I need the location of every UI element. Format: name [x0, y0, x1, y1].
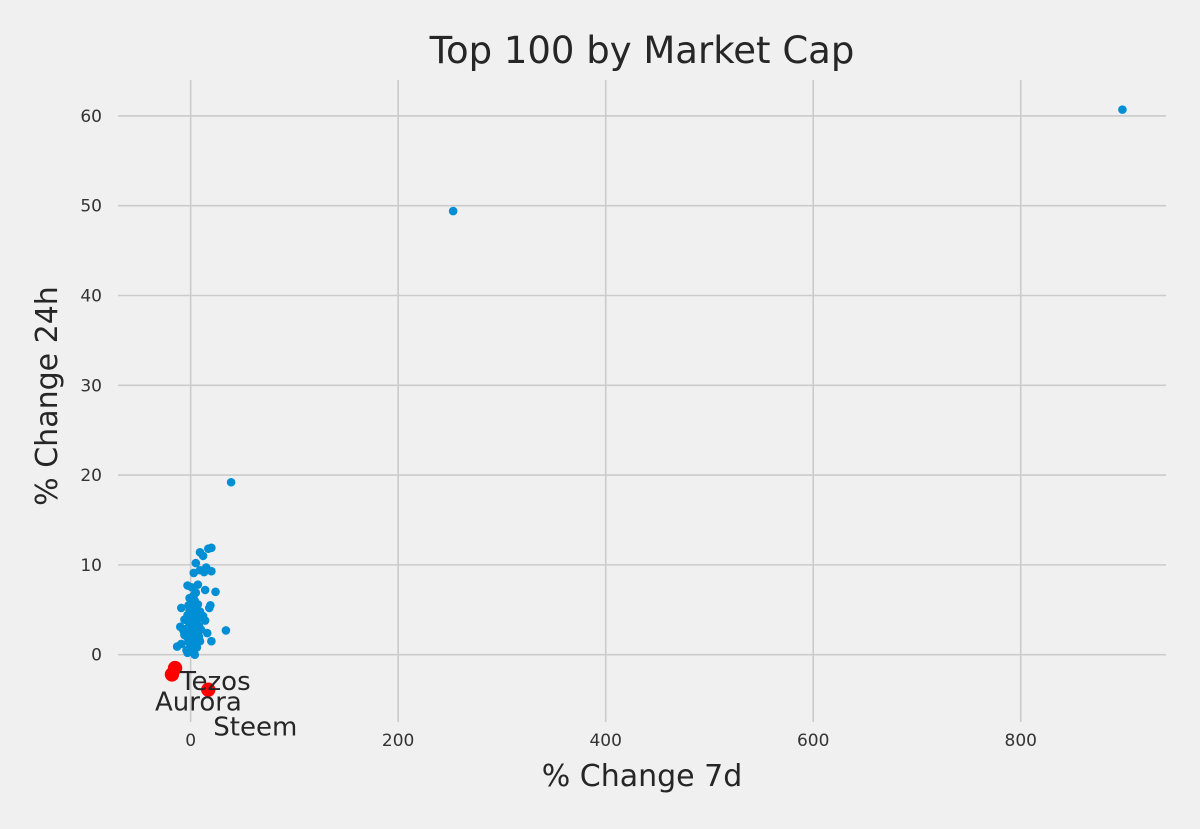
annotation-label: Aurora — [155, 687, 242, 717]
data-point — [211, 587, 220, 597]
y-tick-label: 40 — [80, 286, 102, 306]
data-point — [200, 585, 210, 595]
highlighted-points — [164, 660, 216, 697]
x-tick-label: 400 — [589, 731, 621, 751]
x-tick-label: 800 — [1005, 731, 1037, 751]
y-tick-label: 20 — [80, 466, 102, 486]
y-tick-label: 50 — [80, 197, 102, 217]
y-tick-label: 10 — [80, 556, 102, 576]
x-tick-label: 0 — [185, 731, 196, 751]
data-point — [203, 544, 213, 554]
data-point — [189, 568, 199, 578]
highlighted-point — [201, 682, 216, 697]
data-point — [191, 630, 201, 640]
grid — [118, 80, 1166, 722]
y-tick-label: 30 — [80, 376, 102, 396]
annotation-label: Steem — [213, 713, 297, 743]
data-point — [207, 636, 216, 646]
y-tick-label: 60 — [80, 107, 102, 127]
tick-labels: 0 200 400 600 800 0 10 20 30 40 50 60 — [80, 107, 1037, 751]
chart-title: Top 100 by Market Cap — [429, 29, 855, 72]
annotation-label: Tezos — [179, 667, 251, 697]
data-point — [190, 650, 200, 659]
data-points — [172, 105, 1127, 659]
data-point — [172, 642, 182, 651]
x-tick-label: 200 — [382, 731, 414, 751]
data-point — [183, 648, 192, 658]
data-point — [184, 617, 193, 626]
data-point — [221, 626, 231, 635]
data-point — [187, 604, 196, 614]
data-point — [198, 551, 208, 561]
data-point — [199, 567, 209, 577]
data-point — [200, 616, 210, 625]
x-tick-label: 600 — [797, 731, 829, 751]
data-point — [207, 566, 216, 576]
data-point — [202, 628, 212, 638]
data-point — [205, 603, 214, 613]
data-point — [1118, 105, 1127, 114]
data-point — [448, 206, 458, 216]
data-point — [176, 603, 186, 613]
y-tick-label: 0 — [91, 646, 102, 666]
x-axis-label: % Change 7d — [542, 759, 743, 794]
data-point — [191, 558, 201, 568]
y-axis-label: % Change 24h — [30, 286, 65, 506]
highlighted-point — [164, 667, 180, 682]
data-point — [226, 477, 236, 487]
